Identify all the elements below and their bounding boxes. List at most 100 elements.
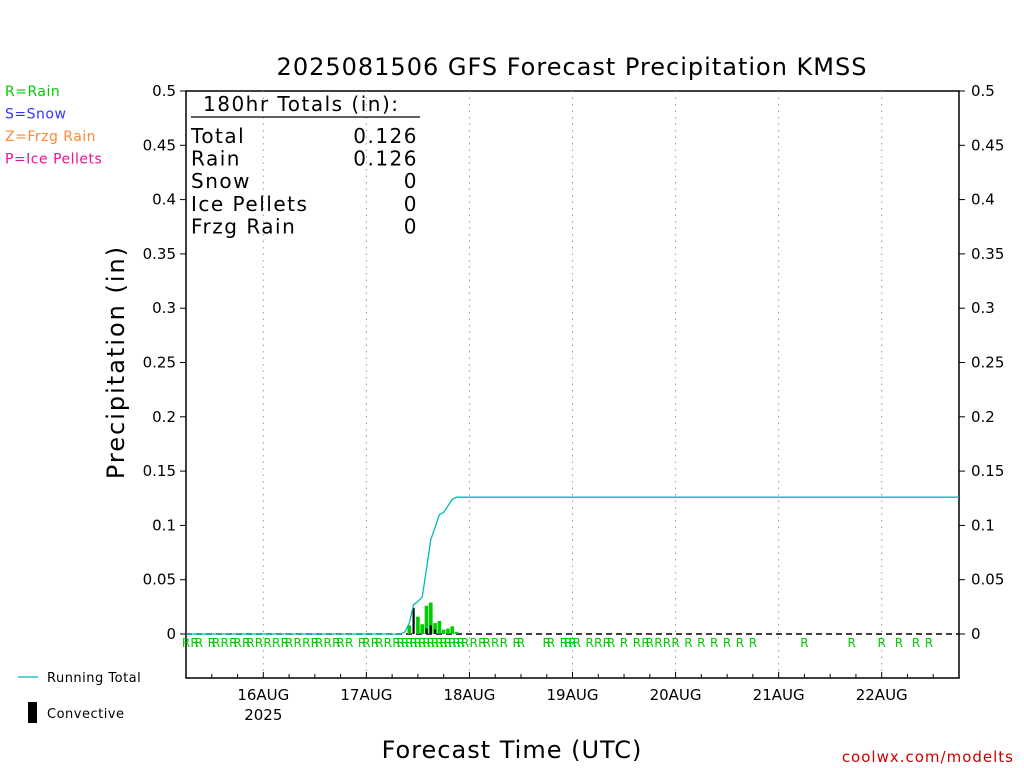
ptype-marker: R [452, 636, 460, 650]
ptype-marker: R [324, 636, 332, 650]
ptype-marker: R [281, 636, 289, 650]
ptype-marker: R [513, 636, 521, 650]
x-tick-label: 20AUG [650, 686, 702, 704]
ptype-marker: R [242, 636, 250, 650]
totals-row-label: Total [190, 124, 245, 148]
y-tick-label: 0.5 [152, 82, 176, 100]
ptype-marker: R [641, 636, 649, 650]
ptype-marker: R [878, 636, 886, 650]
ptype-marker: R [603, 636, 611, 650]
ptype-marker: R [912, 636, 920, 650]
ptype-marker: R [543, 636, 551, 650]
ptype-marker: R [663, 636, 671, 650]
running-total-line [186, 496, 959, 635]
ptype-marker: R [229, 636, 237, 650]
ptype-marker: R [246, 636, 254, 650]
ptype-marker: R [646, 636, 654, 650]
ptype-marker: R [427, 636, 435, 650]
running-total-path [186, 496, 959, 635]
totals-row-value: 0 [404, 192, 418, 216]
convective-bar [425, 628, 428, 634]
ptype-marker: R [422, 636, 430, 650]
ptype-marker: R [392, 636, 400, 650]
ptype-marker: R [397, 636, 405, 650]
ptype-marker: R [375, 636, 383, 650]
y-tick-label: 0.3 [152, 299, 176, 317]
ptype-marker: R [285, 636, 293, 650]
ptype-marker: R [212, 636, 220, 650]
x-tick-label: 19AUG [547, 686, 599, 704]
y-tick-label-right: 0 [971, 625, 981, 643]
ptype-marker: R [362, 636, 370, 650]
x-tick-label: 21AUG [753, 686, 805, 704]
ptype-legend-item: S=Snow [5, 107, 66, 123]
rain-bar [433, 623, 437, 634]
ptype-marker: R [315, 636, 323, 650]
convective-legend: Convective [28, 702, 125, 723]
ptype-marker: R [586, 636, 594, 650]
ptype-marker: R [560, 636, 568, 650]
x-tick-label: 17AUG [340, 686, 392, 704]
ptype-marker: R [293, 636, 301, 650]
totals-header: 180hr Totals (in): [203, 92, 400, 116]
rain-bar [446, 628, 450, 634]
convective-bar [433, 629, 437, 634]
y-tick-label-right: 0.05 [971, 571, 1004, 589]
ptype-marker: R [491, 636, 499, 650]
ptype-marker: R [573, 636, 581, 650]
rain-bar [437, 620, 442, 634]
ptype-marker: R [895, 636, 903, 650]
convective-legend-label: Convective [47, 707, 125, 722]
y-axis-label: Precipitation (in) [102, 245, 130, 479]
totals-rows: Total 0.126 Rain 0.126 Snow 0 Ice Pellets 0 Frzg… [190, 124, 418, 238]
ptype-marker: R [371, 636, 379, 650]
rain-bar [441, 629, 446, 634]
ptype-marker: R [409, 636, 417, 650]
precipitation-bars [407, 602, 459, 634]
ptype-marker: R [405, 636, 413, 650]
ptype-marker: R [358, 636, 366, 650]
y-tick-label: 0.2 [152, 408, 176, 426]
ptype-marker: R [564, 636, 572, 650]
ptype-legend-item: R=Rain [5, 84, 60, 100]
x-axis-label: Forecast Time (UTC) [382, 736, 643, 764]
ptype-marker: R [431, 636, 439, 650]
totals-row-label: Rain [191, 147, 241, 171]
ptype-marker: R [255, 636, 263, 650]
ptype-marker: R [208, 636, 216, 650]
ptype-marker: R [233, 636, 241, 650]
y-tick-label-right: 0.5 [971, 82, 995, 100]
credit-text: coolwx.com/modelts [842, 748, 1014, 766]
totals-row-label: Ice Pellets [191, 192, 308, 216]
y-tick-label: 0.35 [143, 245, 176, 263]
ptype-marker: R [500, 636, 508, 650]
rain-bar [416, 616, 420, 634]
ptype-marker: R [470, 636, 478, 650]
y-tick-label: 0.45 [143, 136, 176, 154]
ptype-marker: R [332, 636, 340, 650]
rain-bar [420, 624, 425, 634]
y-tick-label-right: 0.1 [971, 516, 995, 534]
ptype-marker: R [697, 636, 705, 650]
ptype-marker: R [736, 636, 744, 650]
ptype-marker: R [482, 636, 490, 650]
ptype-marker: R [461, 636, 469, 650]
running-total-legend: Running Total [18, 671, 141, 686]
ptype-marker: R [607, 636, 615, 650]
ptype-marker: R [568, 636, 576, 650]
ptype-marker: R [749, 636, 757, 650]
ptype-marker: R [384, 636, 392, 650]
ptype-marker: R [263, 636, 271, 650]
ptype-marker: R [478, 636, 486, 650]
ptype-marker: R [414, 636, 422, 650]
ptype-marker: R [620, 636, 628, 650]
y-tick-label-right: 0.4 [971, 191, 995, 209]
rain-bar [407, 625, 412, 634]
totals-box: 180hr Totals (in): Total 0.126 Rain 0.126 Sn… [190, 92, 420, 238]
ptype-marker: R [654, 636, 662, 650]
ptype-marker: R [671, 636, 679, 650]
y-tick-label-right: 0.35 [971, 245, 1004, 263]
rain-bar [428, 602, 433, 634]
x-tick-label: 18AUG [443, 686, 495, 704]
ptype-marker: R [517, 636, 525, 650]
